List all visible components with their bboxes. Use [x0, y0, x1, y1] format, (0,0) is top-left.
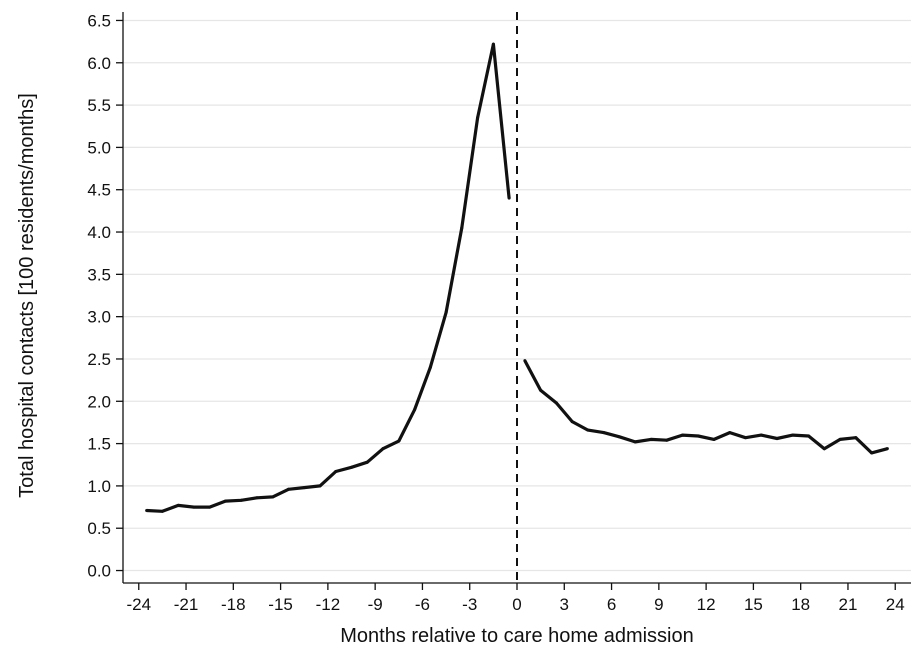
data-point	[617, 435, 621, 439]
y-tick-label: 1.0	[87, 477, 111, 496]
y-tick-label: 2.0	[87, 392, 111, 411]
data-point	[633, 440, 637, 444]
data-point	[680, 433, 684, 437]
y-tick-label: 5.0	[87, 138, 111, 157]
data-point	[728, 431, 732, 435]
x-tick-label: -24	[126, 595, 151, 614]
series-layer	[145, 42, 889, 513]
x-tick-label: 24	[886, 595, 905, 614]
y-axis-ticks: 0.0 0.5 1.0 1.5 2.0 2.5 3.0 3.5 4.0 4.5 5.0 5.5 6.0 6…	[87, 11, 123, 581]
data-point	[791, 433, 795, 437]
x-tick-label: 3	[560, 595, 569, 614]
y-tick-label: 6.5	[87, 11, 111, 30]
x-tick-label: 18	[791, 595, 810, 614]
x-tick-label: 12	[697, 595, 716, 614]
x-tick-label: 9	[654, 595, 663, 614]
data-point	[302, 486, 306, 490]
data-point	[523, 359, 527, 363]
x-tick-label: -12	[316, 595, 341, 614]
x-tick-label: 15	[744, 595, 763, 614]
x-tick-label: -18	[221, 595, 246, 614]
y-tick-label: 3.0	[87, 308, 111, 327]
data-point	[255, 496, 259, 500]
data-point	[696, 434, 700, 438]
data-point	[192, 505, 196, 509]
data-point	[176, 503, 180, 507]
x-tick-label: -3	[462, 595, 477, 614]
data-point	[775, 437, 779, 441]
data-point	[397, 439, 401, 443]
data-point	[208, 505, 212, 509]
x-axis-ticks: -24 -21 -18 -15 -12 -9 -6 -3 0 3 6 9 12 15 18 21 24	[126, 583, 905, 614]
data-point	[381, 447, 385, 451]
data-point	[271, 495, 275, 499]
data-point	[822, 447, 826, 451]
data-point	[460, 226, 464, 230]
data-point	[870, 451, 874, 455]
y-tick-label: 1.5	[87, 435, 111, 454]
y-tick-label: 4.0	[87, 223, 111, 242]
data-point	[365, 460, 369, 464]
data-point	[507, 196, 511, 200]
x-tick-label: -9	[368, 595, 383, 614]
x-axis-title: Months relative to care home admission	[340, 625, 694, 647]
y-tick-label: 4.5	[87, 181, 111, 200]
x-tick-label: -6	[415, 595, 430, 614]
data-point	[759, 433, 763, 437]
data-point	[428, 365, 432, 369]
data-point	[744, 436, 748, 440]
y-tick-label: 5.5	[87, 96, 111, 115]
data-point	[854, 436, 858, 440]
x-tick-label: 21	[838, 595, 857, 614]
y-tick-label: 0.0	[87, 562, 111, 581]
gridlines	[123, 19, 911, 572]
data-point	[476, 116, 480, 120]
data-point	[491, 42, 495, 46]
data-point	[554, 401, 558, 405]
x-tick-label: 6	[607, 595, 616, 614]
data-point	[602, 431, 606, 435]
data-point	[223, 499, 227, 503]
data-point	[712, 437, 716, 441]
y-tick-label: 2.5	[87, 350, 111, 369]
data-point	[586, 428, 590, 432]
data-point	[160, 509, 164, 513]
data-point	[239, 498, 243, 502]
data-point	[145, 508, 149, 512]
data-point	[318, 484, 322, 488]
data-point	[334, 470, 338, 474]
data-point	[649, 437, 653, 441]
data-point	[665, 438, 669, 442]
y-tick-label: 6.0	[87, 54, 111, 73]
data-point	[350, 465, 354, 469]
data-point	[539, 388, 543, 392]
y-tick-label: 3.5	[87, 265, 111, 284]
series-line-post-admission	[523, 359, 888, 455]
data-point	[413, 408, 417, 412]
x-tick-label: 0	[512, 595, 521, 614]
data-point	[444, 310, 448, 314]
x-tick-label: -15	[268, 595, 293, 614]
data-point	[807, 434, 811, 438]
data-point	[286, 487, 290, 491]
y-axis-title: Total hospital contacts [100 residents/m…	[16, 93, 38, 498]
y-tick-label: 0.5	[87, 519, 111, 538]
data-point	[885, 447, 889, 451]
x-tick-label: -21	[174, 595, 199, 614]
series-line-pre-admission	[146, 42, 511, 513]
data-point	[570, 420, 574, 424]
data-point	[838, 437, 842, 441]
